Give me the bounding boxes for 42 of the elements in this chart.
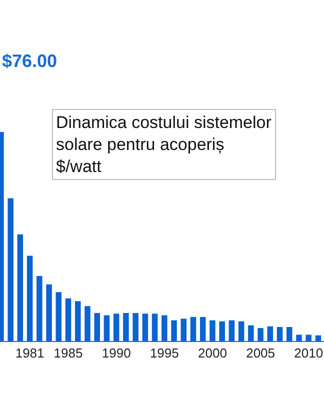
bar (17, 234, 24, 341)
bar (152, 314, 158, 341)
bar (84, 306, 90, 341)
bar (113, 314, 120, 341)
x-tick-label: 2010 (294, 346, 324, 361)
bar (56, 292, 62, 341)
x-tick-label: 1995 (150, 346, 179, 361)
bar (286, 327, 292, 341)
x-tick-label: 1981 (15, 346, 44, 361)
bar (228, 320, 235, 341)
bar (190, 316, 196, 341)
bar (8, 198, 14, 341)
bar (104, 315, 110, 341)
bar (296, 334, 302, 341)
bar (74, 301, 81, 341)
bar (123, 312, 129, 341)
bar (315, 335, 322, 341)
bar (36, 276, 42, 341)
bar (94, 312, 100, 341)
x-tick-label: 2000 (198, 346, 227, 361)
bar (171, 320, 177, 341)
x-tick-label: 1990 (102, 346, 131, 361)
bar (276, 327, 283, 341)
bar (210, 320, 216, 341)
bar (248, 325, 254, 341)
bar (26, 256, 33, 341)
bar (219, 321, 225, 341)
bar (258, 328, 264, 341)
chart-title: Dinamica costului sistemelor solare pentru acoperiș $/watt (56, 113, 272, 176)
bar (238, 321, 244, 341)
bar (65, 298, 72, 341)
x-tick-label: 2005 (246, 346, 276, 361)
bar (162, 315, 168, 341)
bar (46, 284, 52, 341)
bar (200, 316, 206, 341)
text: $76.00 (2, 51, 58, 71)
bar (132, 312, 138, 341)
bar (267, 326, 274, 341)
bar (306, 334, 312, 341)
x-tick-label: 1985 (54, 346, 83, 361)
bar (142, 314, 148, 341)
bar (180, 318, 187, 341)
